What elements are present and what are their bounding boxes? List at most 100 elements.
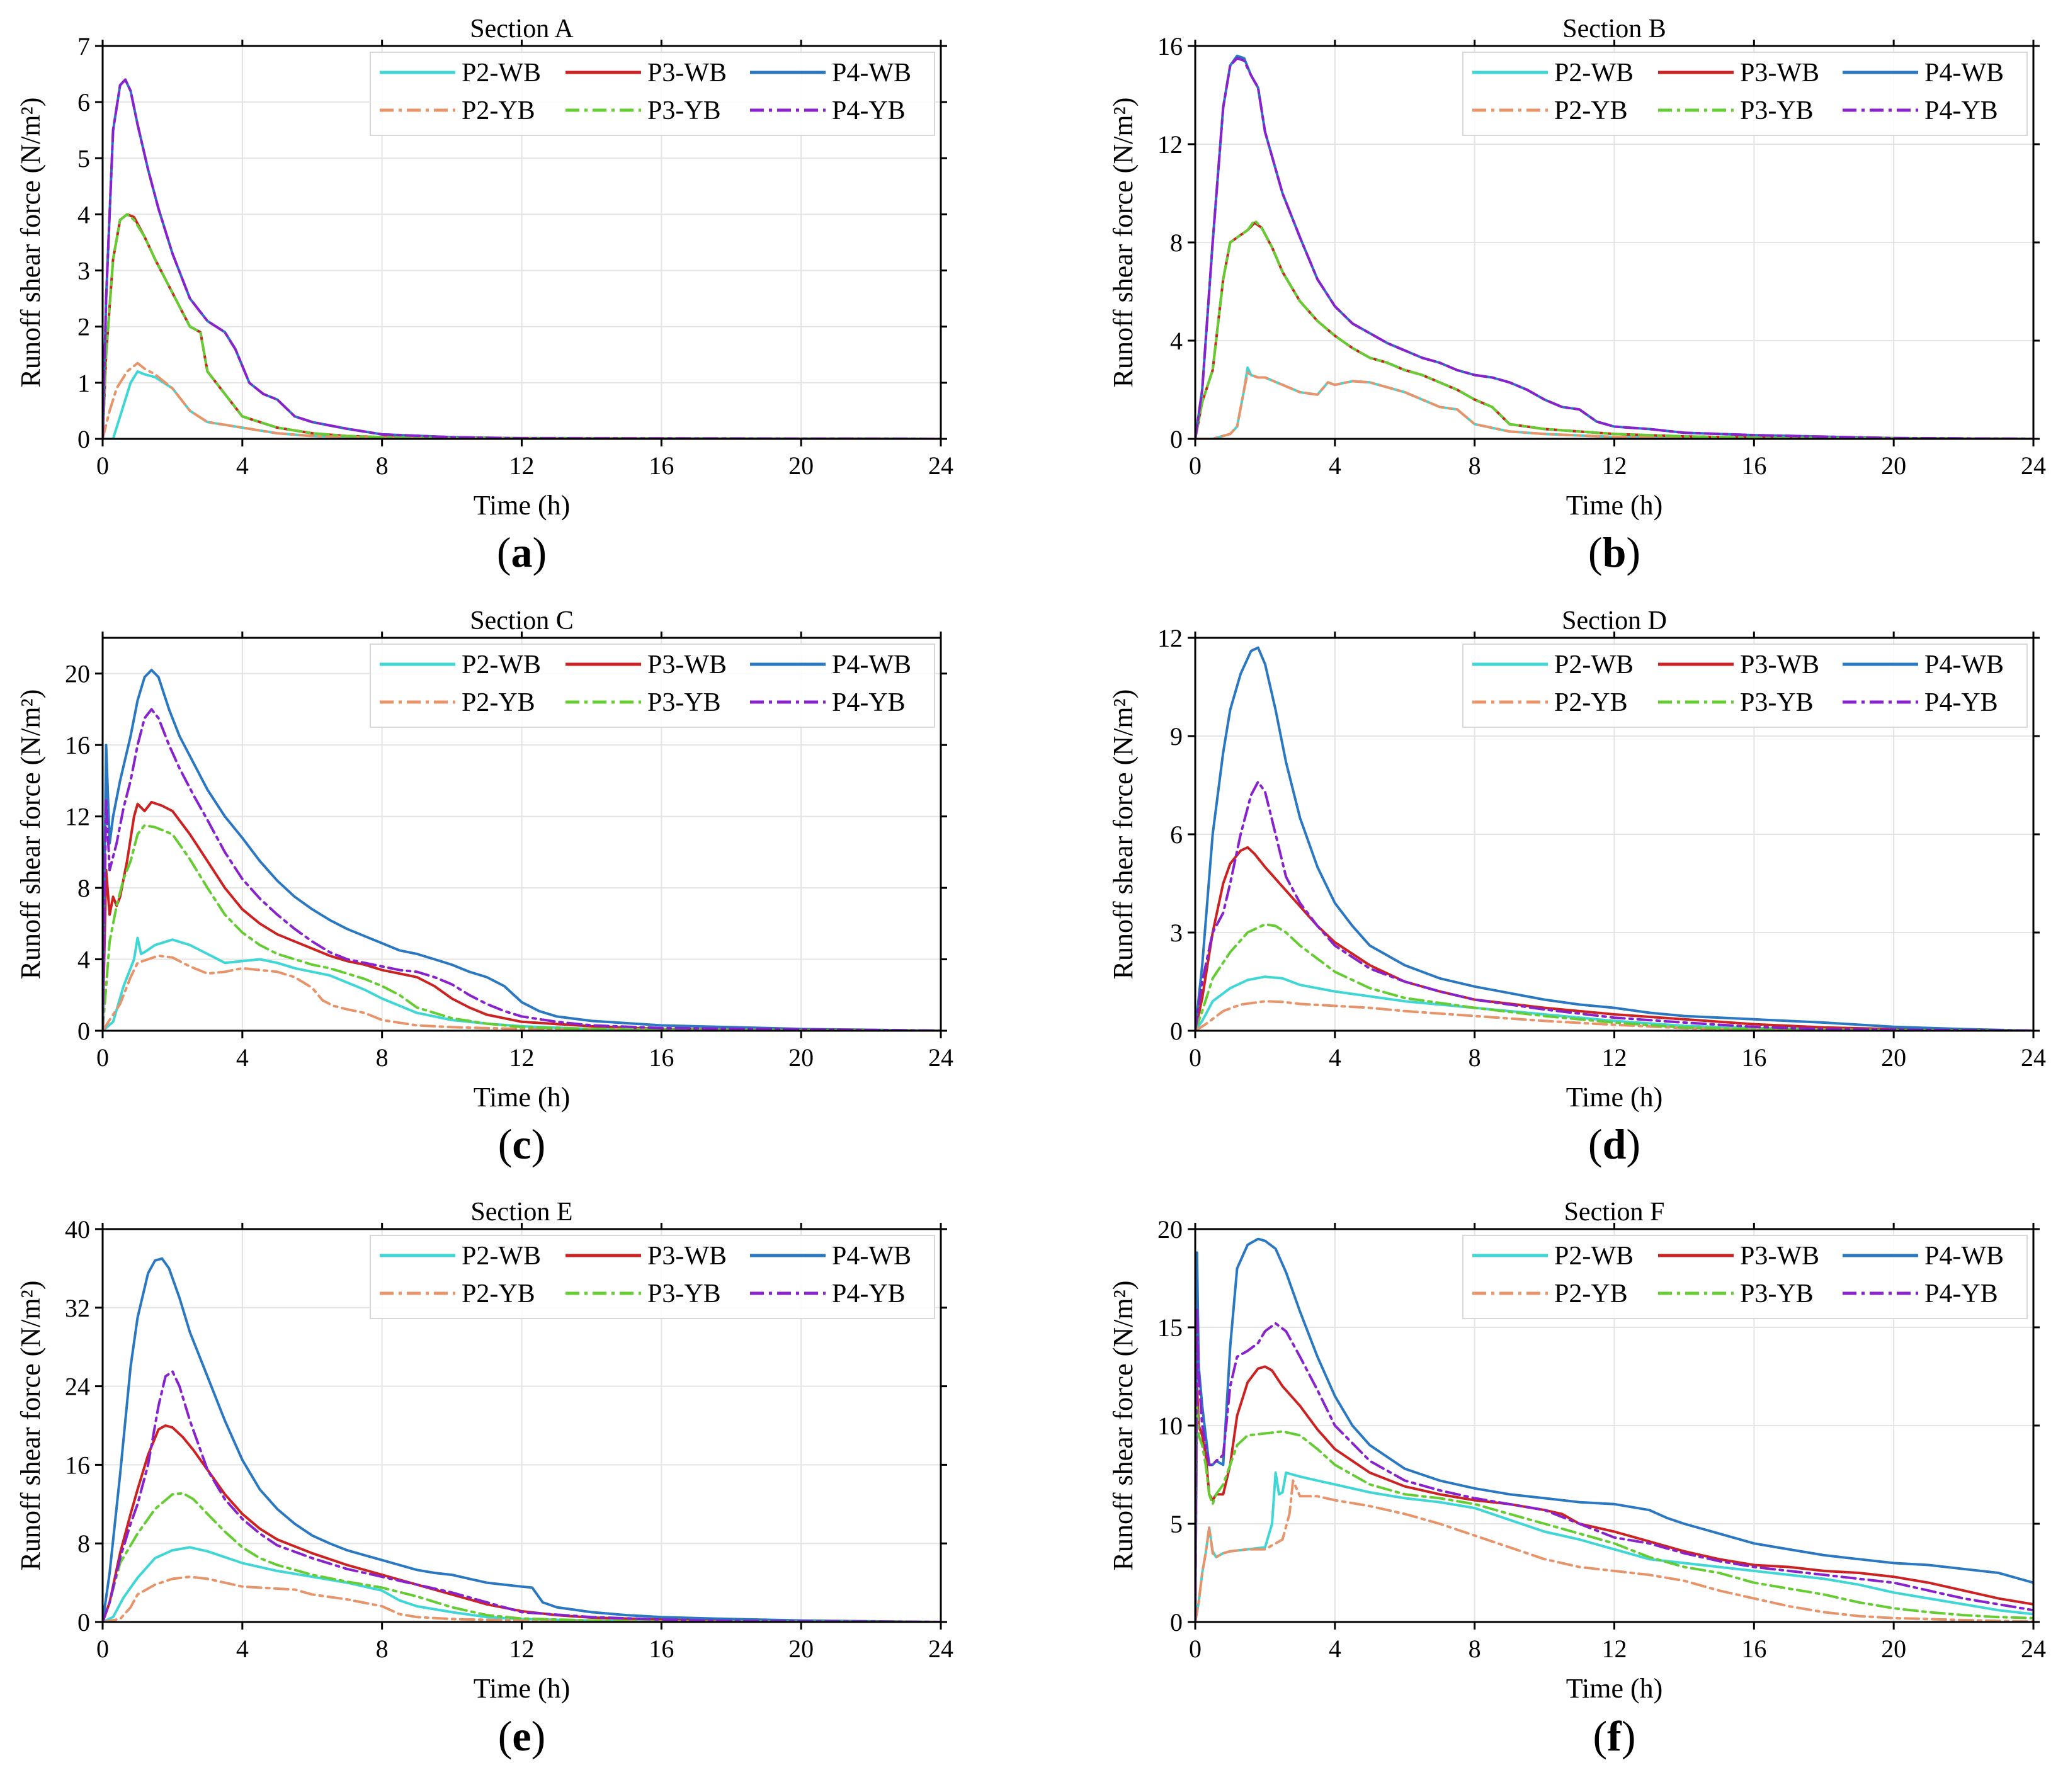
x-axis-label: Time (h) [474, 1673, 571, 1704]
x-tick-label: 12 [1602, 1635, 1627, 1663]
legend-label-p3-wb: P3-WB [1740, 1242, 1819, 1271]
x-tick-label: 20 [788, 1635, 814, 1663]
legend-label-p4-wb: P4-WB [832, 59, 911, 88]
x-tick-label: 24 [928, 1043, 953, 1072]
legend-label-p3-wb: P3-WB [647, 59, 727, 88]
series-line-p3-yb [1195, 218, 2033, 439]
series-line-p3-yb [103, 213, 941, 439]
legend-label-p4-wb: P4-WB [1924, 650, 2004, 679]
series-line-p4-yb [1195, 57, 2033, 439]
x-tick-label: 0 [96, 451, 109, 480]
x-tick-label: 0 [1189, 1043, 1202, 1072]
x-tick-label: 16 [1741, 451, 1766, 480]
legend: P2-WB P3-WB P4-WB P2-YB P3-YB P4-YB [1462, 644, 2028, 728]
y-tick-label: 4 [77, 946, 90, 974]
series-group [103, 78, 941, 439]
series-group [1195, 54, 2033, 439]
x-tick-label: 20 [1881, 1043, 1906, 1072]
legend-label-p3-yb: P3-YB [1740, 96, 1814, 125]
series-line-p4-wb [103, 1257, 941, 1622]
legend-box [370, 1235, 935, 1319]
legend-label-p4-yb: P4-YB [832, 1279, 906, 1308]
y-tick-label: 4 [77, 200, 90, 229]
panel-label: (e) [498, 1712, 546, 1760]
legend-label-p2-yb: P2-YB [1554, 688, 1628, 717]
chart-title: Section B [1562, 14, 1666, 43]
chart-panel-e: 0 4 8 12 16 20 24 0 8 16 24 32 40 Section E Time (h) Ru… [15, 1198, 953, 1760]
y-tick-label: 20 [1157, 1215, 1183, 1244]
x-tick-label: 8 [1469, 1043, 1481, 1072]
legend-label-p4-yb: P4-YB [1924, 96, 1998, 125]
legend-box [370, 52, 935, 136]
series-line-p4-yb [103, 78, 941, 439]
x-tick-label: 16 [1741, 1043, 1766, 1072]
x-axis-label: Time (h) [1566, 1082, 1663, 1113]
series-line-p2-yb [103, 1575, 941, 1622]
y-tick-label: 0 [77, 1017, 90, 1045]
x-tick-label: 4 [236, 1635, 249, 1663]
chart-title: Section A [470, 14, 574, 43]
x-tick-label: 16 [649, 1043, 674, 1072]
legend-label-p4-yb: P4-YB [832, 96, 906, 125]
x-tick-label: 8 [376, 451, 389, 480]
series-line-p3-yb [1195, 923, 2033, 1031]
series-line-p4-yb [103, 1370, 941, 1622]
y-tick-label: 0 [1170, 425, 1183, 453]
legend-label-p3-yb: P3-YB [647, 688, 721, 717]
chart-title: Section F [1564, 1198, 1665, 1227]
x-tick-label: 24 [928, 451, 953, 480]
x-tick-label: 20 [788, 451, 814, 480]
legend-label-p4-wb: P4-WB [832, 650, 911, 679]
series-group [1195, 1237, 2033, 1622]
panel-label: (d) [1588, 1120, 1640, 1168]
x-tick-label: 24 [2021, 1635, 2046, 1663]
x-tick-label: 4 [236, 1043, 249, 1072]
y-tick-label: 16 [1157, 32, 1183, 60]
y-tick-label: 5 [1170, 1510, 1183, 1538]
y-axis-label: Runoff shear force (N/m²) [15, 98, 46, 388]
legend: P2-WB P3-WB P4-WB P2-YB P3-YB P4-YB [370, 1235, 935, 1319]
x-tick-label: 0 [1189, 1635, 1202, 1663]
legend-box [370, 644, 935, 728]
x-tick-label: 8 [1469, 1635, 1481, 1663]
legend-label-p3-wb: P3-WB [647, 1242, 727, 1271]
y-tick-label: 12 [1157, 130, 1183, 159]
legend-box [1462, 52, 2028, 136]
series-line-p4-wb [103, 669, 941, 1031]
legend-label-p2-yb: P2-YB [462, 688, 535, 717]
series-line-p2-yb [1195, 1000, 2033, 1031]
legend-label-p4-yb: P4-YB [832, 688, 906, 717]
x-tick-label: 8 [376, 1043, 389, 1072]
legend-label-p2-wb: P2-WB [1554, 650, 1634, 679]
y-axis-label: Runoff shear force (N/m²) [1108, 689, 1139, 980]
y-tick-label: 7 [77, 32, 90, 60]
x-tick-label: 4 [1329, 1635, 1341, 1663]
series-line-p2-wb [1195, 975, 2033, 1031]
legend-label-p4-yb: P4-YB [1924, 688, 1998, 717]
legend-label-p4-wb: P4-WB [1924, 59, 2004, 88]
y-tick-label: 4 [1170, 327, 1183, 355]
x-tick-label: 8 [1469, 451, 1481, 480]
legend-label-p2-yb: P2-YB [1554, 96, 1628, 125]
y-tick-label: 5 [77, 144, 90, 173]
legend: P2-WB P3-WB P4-WB P2-YB P3-YB P4-YB [370, 52, 935, 136]
panel-label: (b) [1588, 528, 1640, 576]
legend-label-p3-wb: P3-WB [1740, 59, 1819, 88]
series-line-p4-yb [103, 708, 941, 1031]
legend-box [1462, 644, 2028, 728]
x-tick-label: 24 [2021, 451, 2046, 480]
y-axis-label: Runoff shear force (N/m²) [15, 689, 46, 980]
y-tick-label: 12 [65, 803, 90, 831]
x-tick-label: 12 [509, 1043, 535, 1072]
y-tick-label: 0 [77, 425, 90, 453]
chart-title: Section D [1562, 606, 1667, 635]
y-tick-label: 16 [65, 1451, 90, 1479]
panel-label: (f) [1593, 1712, 1636, 1760]
legend-label-p3-yb: P3-YB [647, 96, 721, 125]
series-line-p3-wb [1195, 1365, 2033, 1622]
series-line-p4-wb [1195, 646, 2033, 1031]
x-tick-label: 0 [96, 1043, 109, 1072]
x-axis-label: Time (h) [1566, 490, 1663, 521]
x-tick-label: 12 [509, 1635, 535, 1663]
x-tick-label: 24 [2021, 1043, 2046, 1072]
